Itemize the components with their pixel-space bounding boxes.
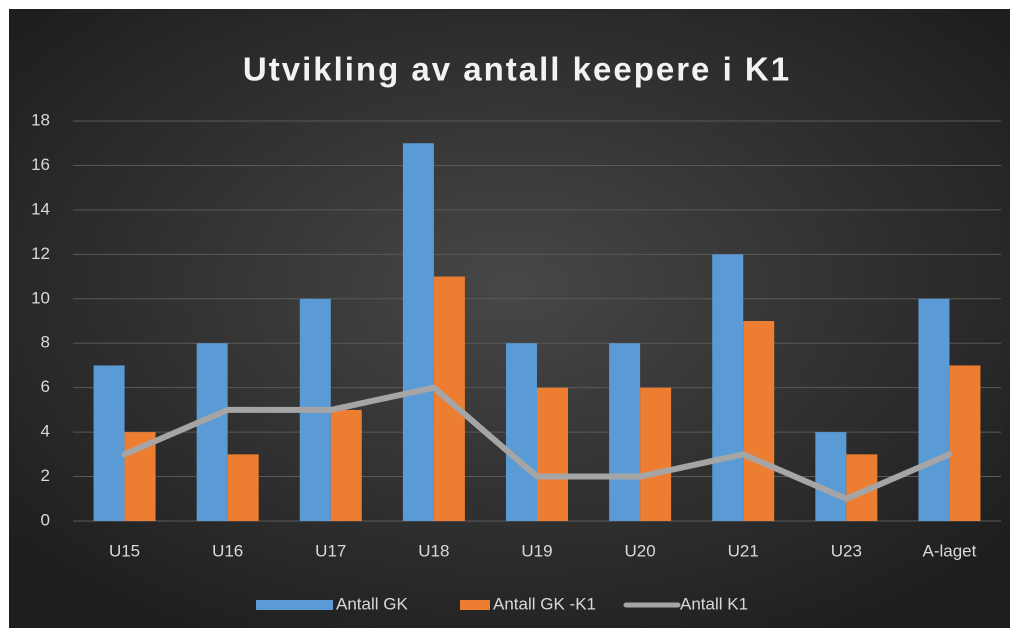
- bar: [640, 387, 672, 521]
- bar: [815, 432, 847, 521]
- y-tick-label: 2: [41, 466, 50, 485]
- bar: [196, 343, 228, 521]
- line: [121, 384, 953, 502]
- bar: [93, 365, 125, 521]
- bar: [949, 365, 981, 521]
- x-tick-label: U20: [625, 541, 656, 560]
- y-tick-label: 8: [41, 333, 50, 352]
- x-tick-label: U19: [521, 541, 552, 560]
- y-tick-label: 16: [31, 155, 50, 174]
- bar: [609, 343, 641, 521]
- x-tick-label: U17: [315, 541, 346, 560]
- legend-label: Antall GK -K1: [493, 594, 596, 613]
- x-tick-label: U18: [418, 541, 449, 560]
- bar: [330, 409, 362, 521]
- y-tick-label: 14: [31, 199, 50, 218]
- y-tick-label: 4: [41, 422, 50, 441]
- bar: [743, 321, 775, 521]
- x-tick-label: U15: [109, 541, 140, 560]
- chart-title: Utvikling av antall keepere i K1: [243, 51, 791, 88]
- y-tick-label: 6: [41, 377, 50, 396]
- bar: [506, 343, 537, 521]
- bar: [918, 298, 950, 521]
- x-tick-label: U21: [728, 541, 759, 560]
- chart-background: [9, 9, 1010, 628]
- x-tick-label: A-laget: [923, 541, 977, 560]
- legend-label: Antall K1: [680, 594, 748, 613]
- legend-swatch: [460, 600, 490, 610]
- bar: [402, 143, 434, 521]
- x-tick-label: U23: [831, 541, 862, 560]
- y-tick-label: 10: [31, 288, 50, 307]
- bar: [227, 454, 259, 521]
- x-tick-label: U16: [212, 541, 243, 560]
- y-tick-label: 12: [31, 244, 50, 263]
- y-tick-label: 0: [41, 510, 50, 529]
- legend-label: Antall GK: [336, 594, 408, 613]
- legend-swatch: [256, 600, 333, 610]
- bar: [537, 387, 568, 521]
- y-tick-label: 18: [31, 110, 50, 129]
- bar: [712, 254, 744, 522]
